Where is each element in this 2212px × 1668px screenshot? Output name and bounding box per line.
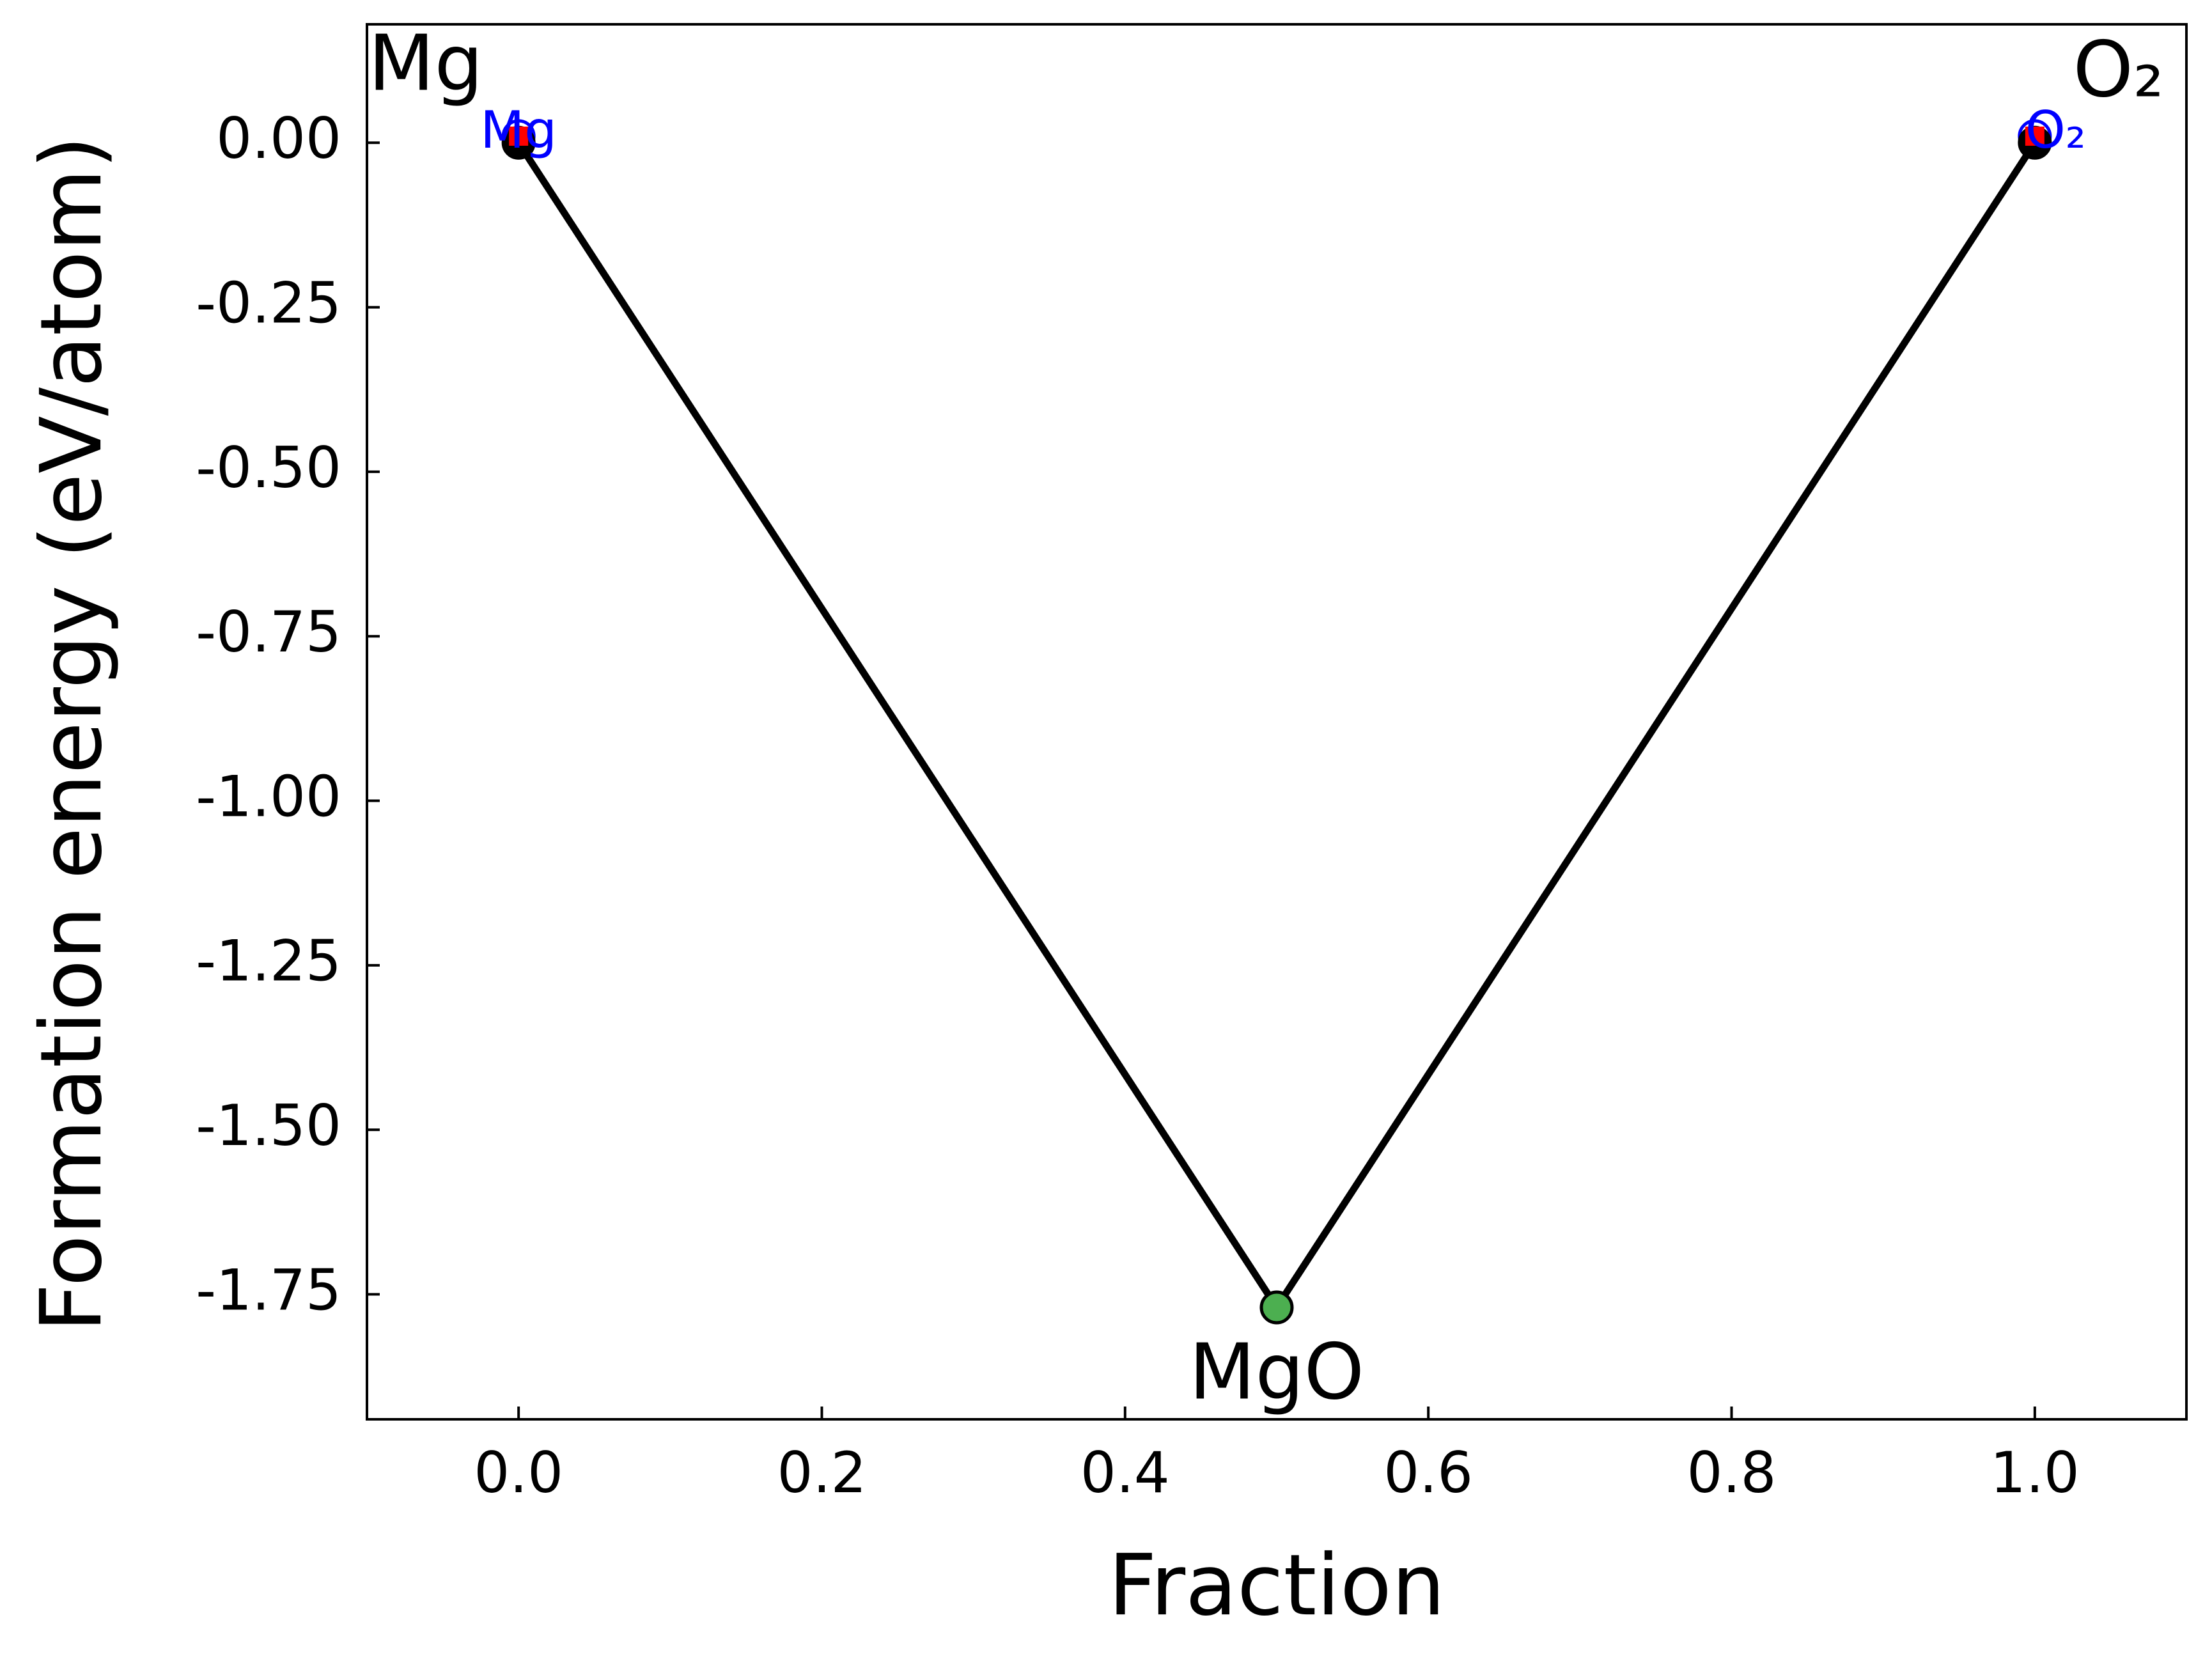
plot-frame <box>366 23 2188 1421</box>
y-axis-label: Formation energy (eV/atom) <box>22 136 121 1332</box>
x-tick-label: 1.0 <box>1990 1440 2080 1506</box>
point-label: O₂ <box>2073 26 2164 115</box>
y-tick-label: -1.25 <box>196 928 341 994</box>
x-tick-label: 0.2 <box>777 1440 867 1506</box>
x-tick-label: 0.8 <box>1687 1440 1777 1506</box>
hull-line <box>515 141 2038 1311</box>
reference-point <box>2025 126 2045 146</box>
y-tick-label: -1.75 <box>196 1257 341 1323</box>
x-tick-label: 0.0 <box>474 1440 563 1506</box>
y-tick-label: -0.75 <box>196 599 341 665</box>
y-tick-label: -1.00 <box>196 763 341 829</box>
x-axis-label: Fraction <box>1109 1536 1445 1635</box>
reference-label: O₂ <box>2025 100 2086 160</box>
hull-point <box>1259 1290 1294 1325</box>
point-label: Mg <box>368 20 483 109</box>
reference-label: Mg <box>480 100 557 160</box>
y-tick-label: -1.50 <box>196 1093 341 1158</box>
reference-point <box>509 126 529 146</box>
x-tick-label: 0.6 <box>1383 1440 1473 1506</box>
y-tick-label: 0.00 <box>216 105 341 171</box>
point-label: MgO <box>1189 1329 1364 1417</box>
y-tick-label: -0.25 <box>196 270 341 336</box>
x-tick-label: 0.4 <box>1080 1440 1170 1506</box>
y-tick-label: -0.50 <box>196 435 341 501</box>
